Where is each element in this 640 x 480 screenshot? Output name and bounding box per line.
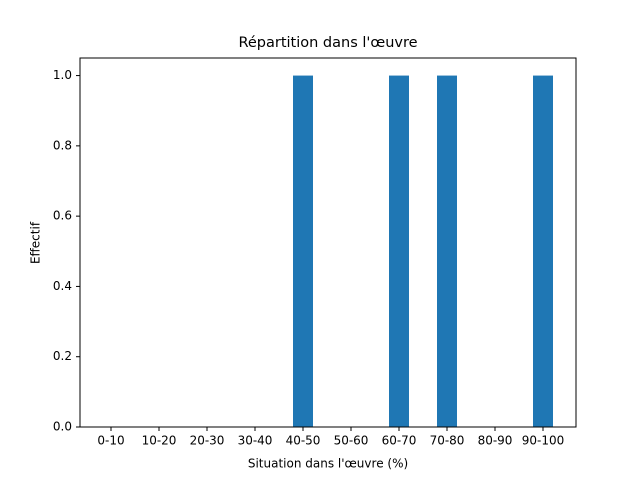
bar xyxy=(437,75,457,428)
x-tick-label: 10-20 xyxy=(142,434,177,448)
bar xyxy=(293,75,313,428)
plot-frame xyxy=(79,57,577,428)
y-tick-label: 0.4 xyxy=(53,279,72,293)
y-tick-label: 0.0 xyxy=(53,420,72,434)
y-tick-label: 1.0 xyxy=(53,68,72,82)
bar xyxy=(533,75,553,428)
x-tick-label: 40-50 xyxy=(286,434,321,448)
x-tick-label: 30-40 xyxy=(238,434,273,448)
y-tick-label: 0.8 xyxy=(53,138,72,152)
y-tick-label: 0.6 xyxy=(53,209,72,223)
x-axis-label: Situation dans l'œuvre (%) xyxy=(248,457,408,471)
y-axis-label: Effectif xyxy=(29,221,43,264)
x-tick-label: 70-80 xyxy=(430,434,465,448)
x-tick-label: 50-60 xyxy=(334,434,369,448)
x-tick-label: 20-30 xyxy=(190,434,225,448)
x-tick-label: 90-100 xyxy=(522,434,565,448)
y-tick-label: 0.2 xyxy=(53,349,72,363)
x-tick-label: 0-10 xyxy=(97,434,124,448)
chart-title: Répartition dans l'œuvre xyxy=(238,35,417,51)
x-tick-label: 60-70 xyxy=(382,434,417,448)
bar xyxy=(389,75,409,428)
x-tick-label: 80-90 xyxy=(478,434,513,448)
